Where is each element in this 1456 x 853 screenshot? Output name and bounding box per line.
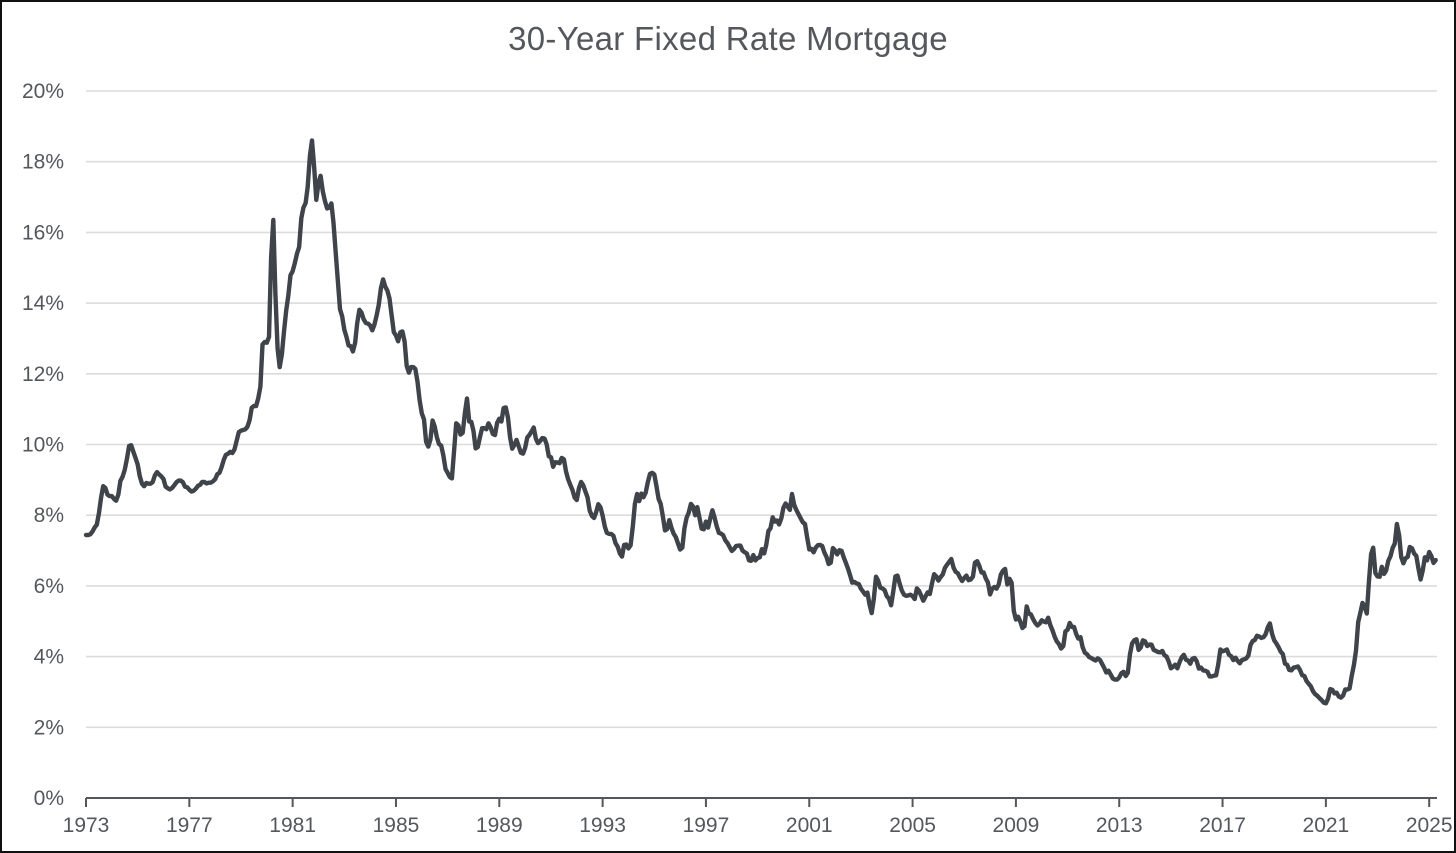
x-tick-label: 2009 bbox=[993, 814, 1040, 837]
x-tick-label: 1977 bbox=[166, 814, 213, 837]
x-tick-label: 1993 bbox=[579, 814, 626, 837]
rate-line bbox=[83, 138, 1438, 706]
x-tick-label: 2021 bbox=[1303, 814, 1350, 837]
gridlines bbox=[86, 90, 1437, 729]
chart-title: 30-Year Fixed Rate Mortgage bbox=[508, 20, 948, 57]
y-tick-label: 0% bbox=[34, 787, 64, 810]
x-tick-label: 2017 bbox=[1199, 814, 1246, 837]
x-tick-label: 1989 bbox=[476, 814, 523, 837]
y-tick-label: 18% bbox=[22, 151, 64, 174]
x-tick-label: 1981 bbox=[269, 814, 316, 837]
y-tick-label: 4% bbox=[34, 646, 64, 669]
y-tick-label: 14% bbox=[22, 292, 64, 315]
y-tick-label: 8% bbox=[34, 504, 64, 527]
x-axis-labels: 1973 1977 1981 1985 1989 1993 1997 2001 2005 2009… bbox=[63, 814, 1453, 837]
y-tick-label: 20% bbox=[22, 80, 64, 103]
x-tick-label: 2001 bbox=[786, 814, 833, 837]
x-tick-label: 2013 bbox=[1096, 814, 1143, 837]
x-tick-label: 1985 bbox=[373, 814, 420, 837]
y-axis-labels: 0% 2% 4% 6% 8% 10% 12% 14% 16% 18% 20% bbox=[22, 80, 64, 810]
x-tick-label: 2005 bbox=[889, 814, 936, 837]
y-tick-label: 16% bbox=[22, 221, 64, 244]
x-axis-ticks bbox=[85, 798, 1431, 807]
x-tick-label: 1973 bbox=[63, 814, 110, 837]
y-tick-label: 6% bbox=[34, 575, 64, 598]
x-tick-label: 1997 bbox=[683, 814, 730, 837]
y-tick-label: 2% bbox=[34, 716, 64, 739]
y-tick-label: 12% bbox=[22, 363, 64, 386]
x-tick-label: 2025 bbox=[1406, 814, 1453, 837]
y-tick-label: 10% bbox=[22, 434, 64, 457]
